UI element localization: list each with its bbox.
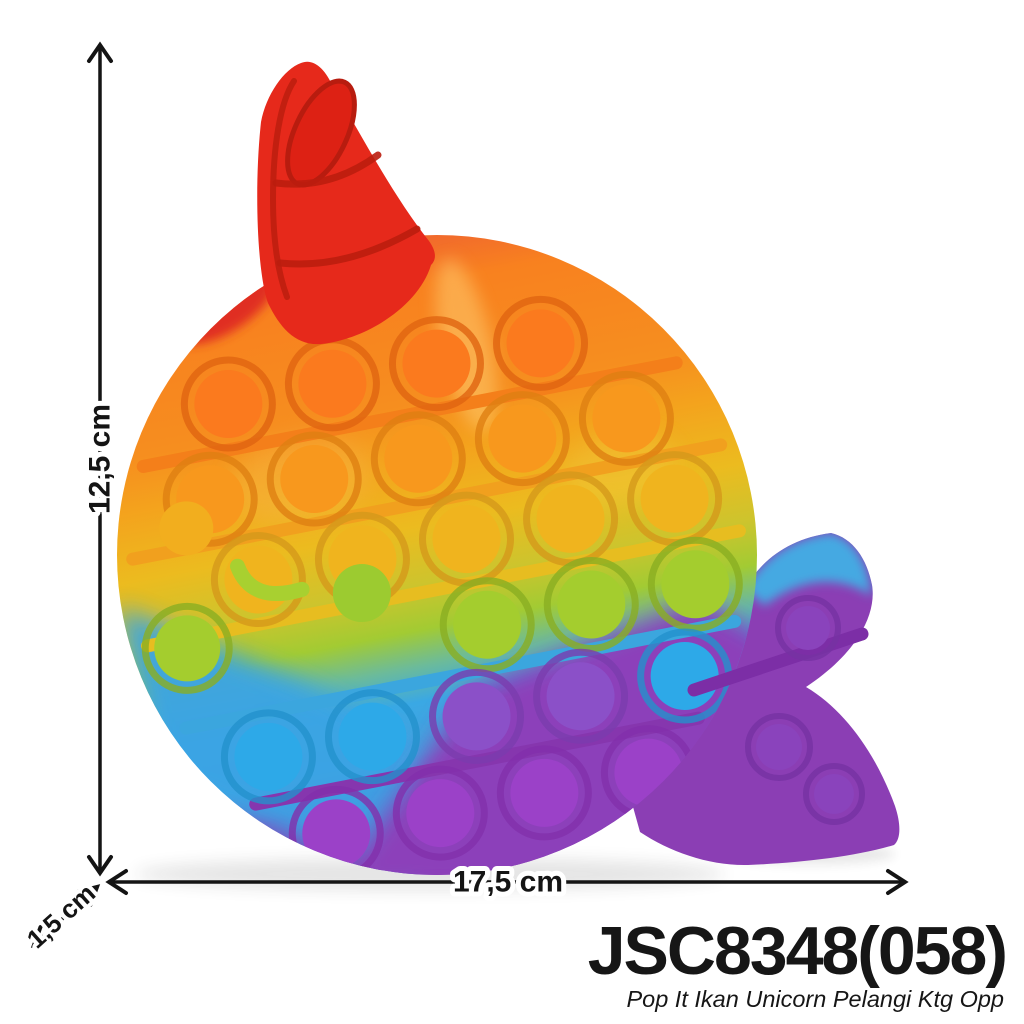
smile-mark (229, 558, 310, 602)
tail-bubbles (745, 595, 865, 825)
width-dimension: 17,5 cm (105, 861, 909, 904)
cheek-dot (332, 564, 391, 623)
arrow-down-icon (87, 855, 113, 877)
bubble (578, 370, 674, 466)
bubble (180, 356, 276, 452)
bubble (493, 295, 589, 391)
pop-it-toy (117, 61, 900, 890)
product-code: JSC8348(058) (588, 913, 1006, 989)
height-label: 12,5 cm (84, 404, 117, 514)
thickness-line (34, 887, 97, 945)
bubble (141, 602, 233, 694)
toy-body (117, 235, 757, 875)
bubble (392, 765, 488, 861)
bubble (324, 689, 420, 785)
light-streak-1 (435, 258, 497, 432)
bubble (543, 556, 639, 652)
bubble (745, 713, 813, 781)
bubble (388, 316, 484, 412)
bubble (266, 431, 362, 527)
arrow-right-icon (886, 869, 909, 895)
horn-spiral-line-2 (276, 225, 421, 268)
bubble (474, 391, 570, 487)
tail-details (687, 595, 869, 825)
width-label: 17,5 cm (453, 866, 563, 899)
bubble (429, 668, 525, 764)
tail-color-overlays (745, 533, 872, 606)
bubble (370, 411, 466, 507)
bubble (775, 595, 841, 661)
arrow-left-icon (105, 869, 128, 895)
horn-spiral-line-1 (272, 151, 382, 188)
height-dimension: 12,5 cm (79, 41, 122, 877)
unicorn-horn (257, 61, 435, 345)
eye-dot (159, 501, 214, 556)
bubble (647, 536, 743, 632)
bubble (439, 577, 535, 673)
arrow-up-icon (87, 41, 113, 63)
horn-inner-rim (269, 78, 297, 300)
arrow-down-left-icon (30, 925, 55, 948)
unicorn-face (159, 501, 391, 623)
bubble (533, 648, 629, 744)
product-caption: JSC8348(058) Pop It Ikan Unicorn Pelangi… (588, 913, 1008, 1012)
bubble (220, 709, 316, 805)
bubble (496, 745, 592, 841)
body-bubbles (141, 295, 743, 875)
bubble-grid-area (126, 295, 746, 875)
product-name: Pop It Ikan Unicorn Pelangi Ktg Opp (626, 986, 1004, 1012)
bubble (803, 763, 865, 825)
thickness-label: 1,5 cm (21, 878, 101, 954)
tail-blue-band (745, 533, 872, 606)
arrow-up-right-icon (76, 884, 101, 907)
thickness-dimension: 1,5 cm (17, 874, 105, 958)
